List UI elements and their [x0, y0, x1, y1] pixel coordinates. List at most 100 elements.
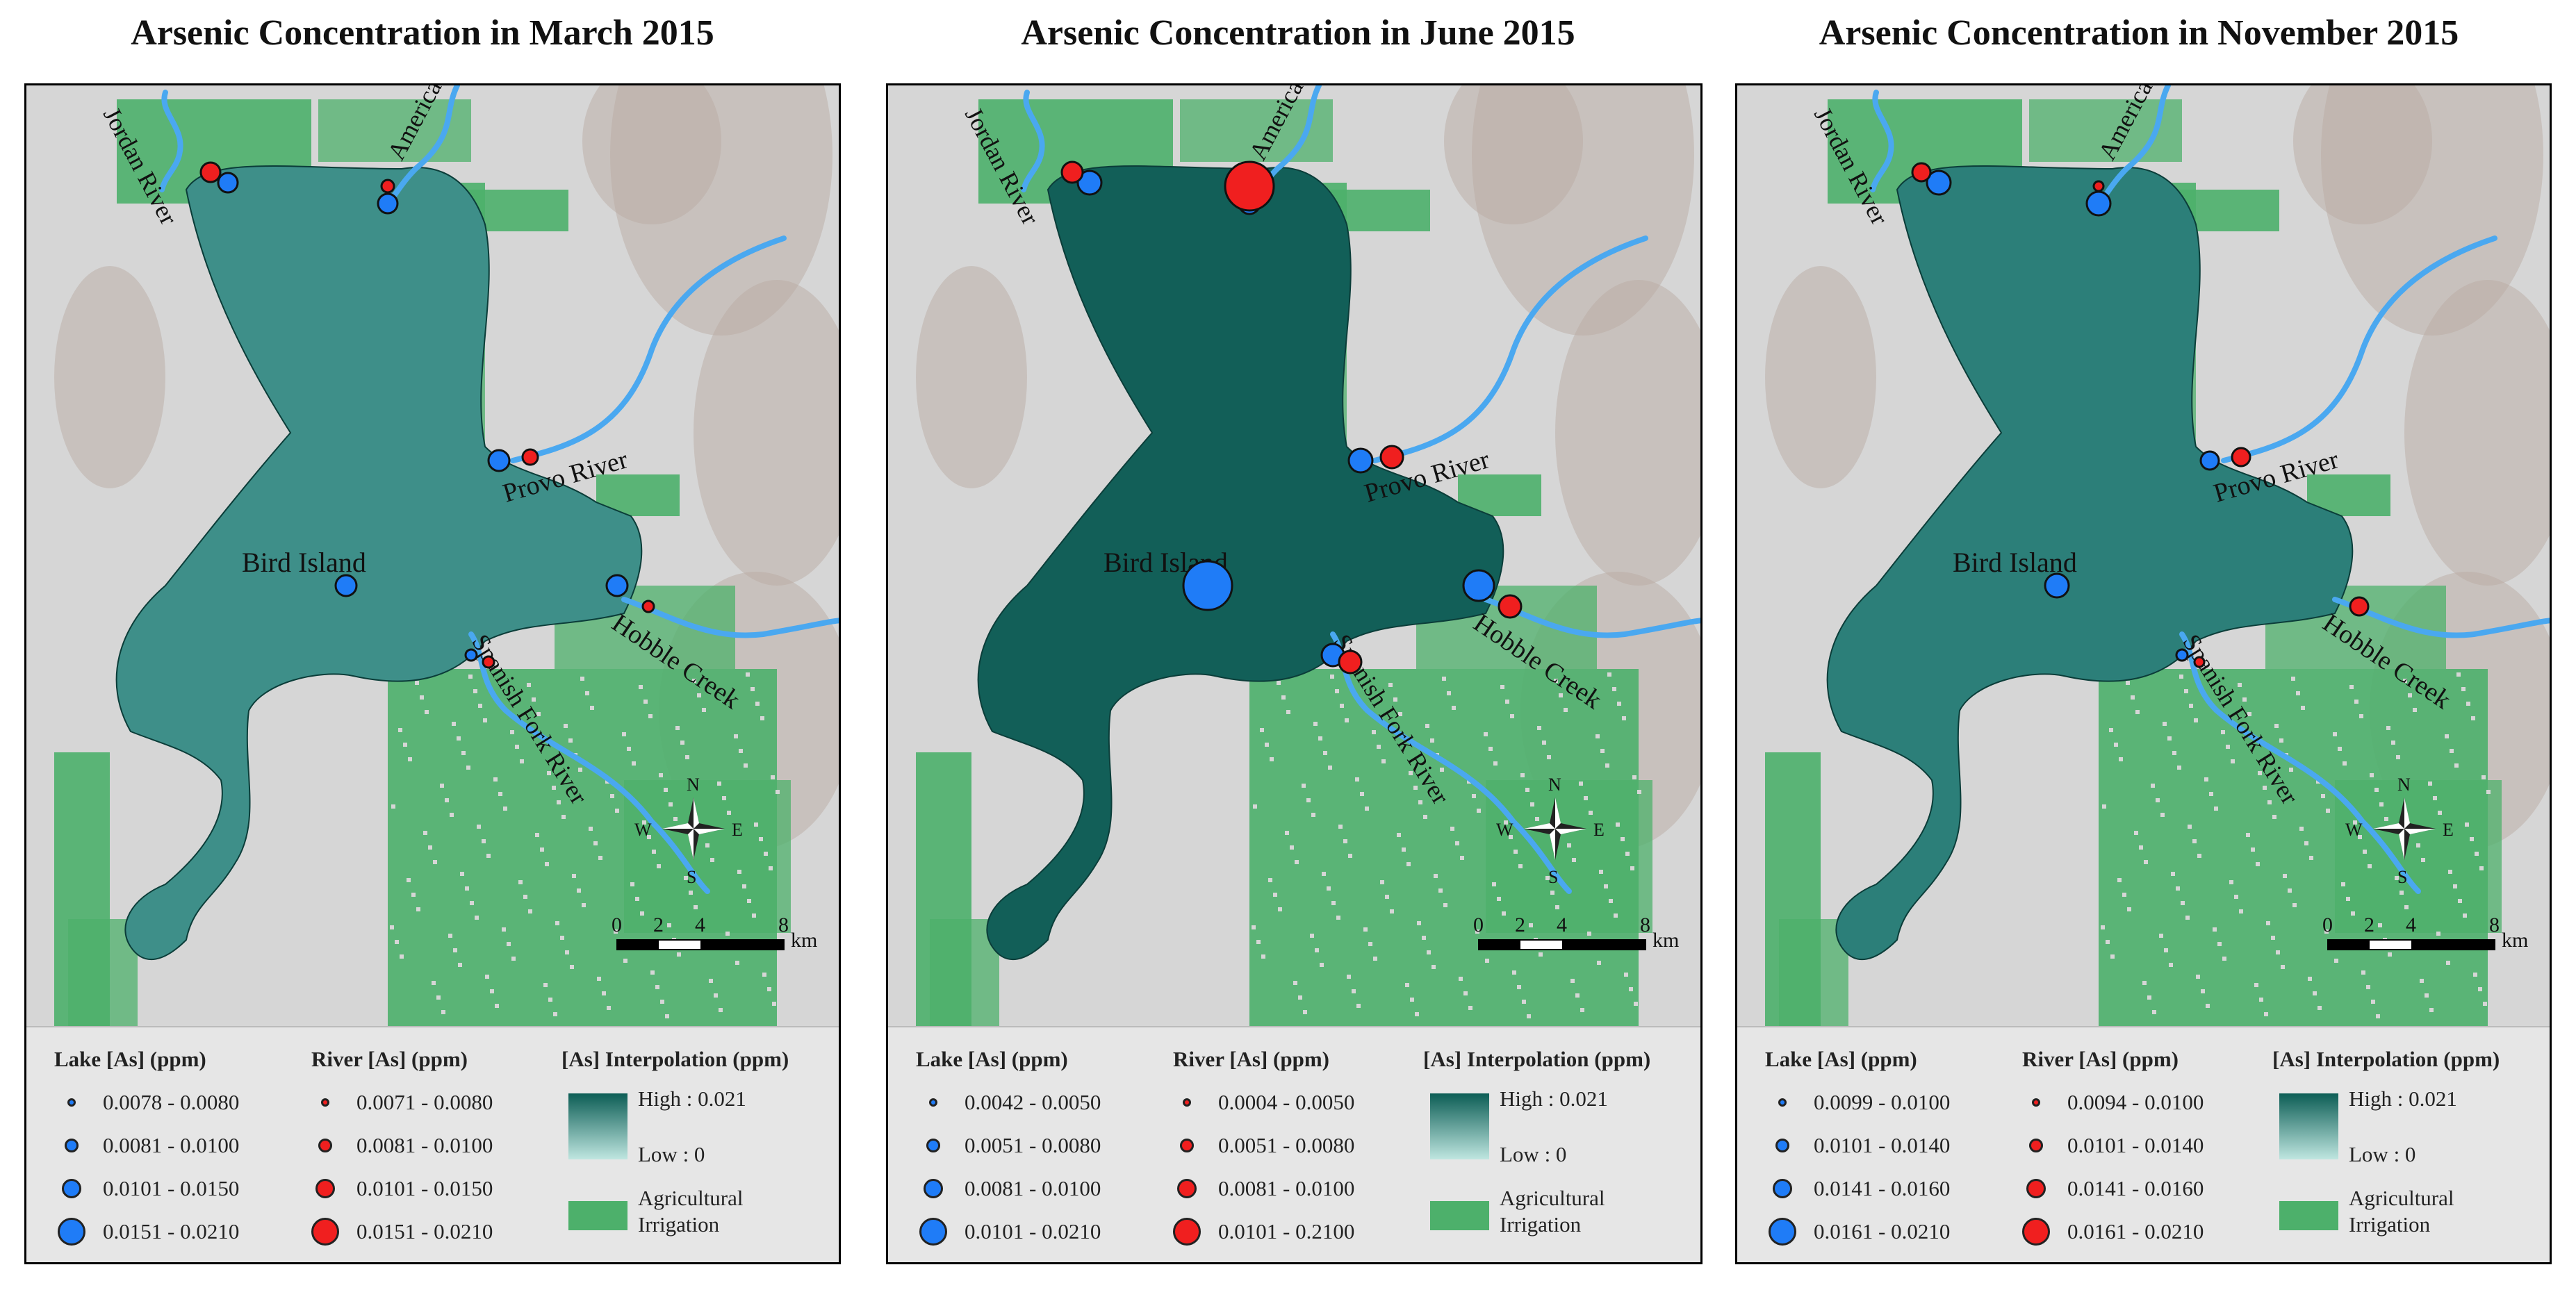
legend-lake-class: 0.0081 - 0.0100	[103, 1133, 240, 1157]
river-sample-marker	[2193, 656, 2206, 668]
legend-river-symbol	[2022, 1218, 2050, 1246]
scale-tick: 4	[1557, 913, 1567, 936]
compass-w: W	[2345, 820, 2363, 840]
compass-e: E	[2443, 820, 2454, 840]
compass-n: N	[1548, 775, 1561, 795]
legend-lake-title: Lake [As] (ppm)	[916, 1047, 1068, 1071]
legend-agriculture-label: Agricultural	[2349, 1186, 2454, 1210]
river-sample-marker	[2349, 596, 2370, 617]
legend-lake-symbol	[1775, 1139, 1789, 1152]
scale-tick: 8	[1640, 913, 1650, 936]
legend-lake-class: 0.0101 - 0.0140	[1814, 1133, 1951, 1157]
legend-agriculture-label: Irrigation	[638, 1212, 720, 1237]
legend-lake-symbol	[67, 1098, 76, 1107]
scale-tick: 0	[2322, 913, 2333, 936]
legend-interpolation-title: [As] Interpolation (ppm)	[561, 1047, 789, 1071]
legend-river-class: 0.0081 - 0.0100	[1218, 1176, 1355, 1200]
map-legend: Lake [As] (ppm) River [As] (ppm) [As] Inte…	[1737, 1026, 2550, 1262]
agricultural-irrigation-layer	[1765, 99, 2502, 1030]
legend-river-title: River [As] (ppm)	[311, 1047, 468, 1071]
legend-river-class: 0.0101 - 0.0140	[2067, 1133, 2204, 1157]
legend-high: High : 0.021	[1500, 1086, 1608, 1111]
scale-tick: 4	[2406, 913, 2416, 936]
sample-markers	[1911, 162, 2370, 668]
river-network	[1870, 85, 2550, 894]
scale-unit: km	[2502, 929, 2528, 952]
legend-high: High : 0.021	[2349, 1086, 2457, 1111]
sample-markers	[1060, 160, 1523, 675]
legend-lake-class: 0.0078 - 0.0080	[103, 1090, 240, 1114]
legend-agriculture-swatch	[568, 1201, 627, 1230]
legend-agriculture-label: Agricultural	[1500, 1186, 1605, 1210]
utah-lake	[977, 165, 1504, 960]
river-sample-marker	[1379, 445, 1404, 470]
scale-unit: km	[791, 929, 817, 952]
compass-n: N	[2397, 775, 2411, 795]
north-arrow-icon: N S E W	[2345, 775, 2454, 887]
map-legend: Lake [As] (ppm) River [As] (ppm) [As] Inte…	[26, 1026, 839, 1262]
scale-tick: 8	[778, 913, 789, 936]
legend-river-class: 0.0051 - 0.0080	[1218, 1133, 1355, 1157]
river-sample-marker	[1060, 160, 1084, 184]
lake-sample-marker	[605, 574, 629, 597]
compass-e: E	[1593, 820, 1605, 840]
label-bird-island: Bird Island	[242, 547, 366, 578]
legend-river-class: 0.0094 - 0.0100	[2067, 1090, 2204, 1114]
scale-unit: km	[1652, 929, 1679, 952]
legend-lake-class: 0.0081 - 0.0100	[965, 1176, 1101, 1200]
legend-interpolation-gradient	[1430, 1093, 1489, 1159]
river-sample-marker	[2231, 447, 2251, 468]
legend-interpolation-title: [As] Interpolation (ppm)	[1423, 1047, 1651, 1071]
river-sample-marker	[1338, 650, 1363, 675]
legend-river-class: 0.0101 - 0.0150	[356, 1176, 493, 1200]
utah-lake	[115, 165, 643, 960]
compass-e: E	[732, 820, 743, 840]
river-network	[159, 85, 839, 894]
panel-title: Arsenic Concentration in June 2015	[1021, 13, 1575, 53]
legend-lake-title: Lake [As] (ppm)	[54, 1047, 206, 1071]
legend-river-class: 0.0004 - 0.0050	[1218, 1090, 1355, 1114]
legend-river-symbol	[318, 1139, 332, 1152]
river-sample-marker	[482, 655, 495, 669]
legend-lake-symbol	[924, 1179, 943, 1198]
legend-river-title: River [As] (ppm)	[2022, 1047, 2179, 1071]
compass-w: W	[634, 820, 652, 840]
lake-sample-marker	[464, 648, 478, 662]
river-sample-marker	[380, 179, 395, 194]
lake-sample-marker	[1347, 447, 1374, 474]
legend-lake-class: 0.0099 - 0.0100	[1814, 1090, 1951, 1114]
legend-river-class: 0.0101 - 0.2100	[1218, 1219, 1355, 1243]
legend-river-symbol	[2026, 1179, 2046, 1198]
lake-sample-marker	[2085, 190, 2112, 217]
lake-sample-marker	[1182, 560, 1233, 611]
legend-lake-class: 0.0161 - 0.0210	[1814, 1219, 1951, 1243]
legend-lake-title: Lake [As] (ppm)	[1765, 1047, 1917, 1071]
legend-river-symbol	[2032, 1098, 2040, 1107]
panel-title: Arsenic Concentration in March 2015	[131, 13, 714, 53]
legend-lake-class: 0.0141 - 0.0160	[1814, 1176, 1951, 1200]
lake-sample-marker	[1462, 569, 1495, 602]
compass-w: W	[1496, 820, 1513, 840]
scale-bar-icon: 0 2 4 8km	[612, 913, 817, 952]
north-arrow-icon: N S E W	[1496, 775, 1605, 887]
legend-agriculture-swatch	[1430, 1201, 1489, 1230]
legend-low: Low : 0	[1500, 1142, 1567, 1166]
lake-sample-marker	[487, 449, 511, 472]
legend-river-title: River [As] (ppm)	[1173, 1047, 1330, 1071]
map-legend: Lake [As] (ppm) River [As] (ppm) [As] Inte…	[888, 1026, 1700, 1262]
legend-lake-class: 0.0151 - 0.0210	[103, 1219, 240, 1243]
scale-bar-icon: 0 2 4 8km	[1473, 913, 1679, 952]
scale-tick: 4	[695, 913, 705, 936]
legend-low: Low : 0	[2349, 1142, 2416, 1166]
legend-lake-symbol	[919, 1218, 947, 1246]
legend-lake-symbol	[1778, 1098, 1787, 1107]
label-bird-island: Bird Island	[1953, 547, 2077, 578]
legend-agriculture-swatch	[2279, 1201, 2338, 1230]
lake-sample-marker	[1076, 169, 1103, 196]
legend-river-symbol	[321, 1098, 329, 1107]
